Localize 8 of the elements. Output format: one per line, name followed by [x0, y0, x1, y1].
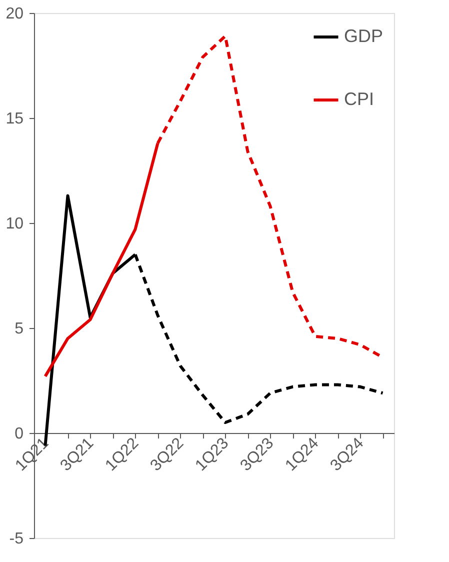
y-tick-label: 5 [14, 320, 24, 338]
y-tick-label: 0 [14, 426, 24, 442]
y-tick-label: 15 [6, 110, 24, 128]
legend-label: GDP [344, 26, 384, 46]
y-tick-label: 10 [6, 216, 24, 232]
y-tick-label: -5 [9, 530, 24, 548]
legend-label: CPI [344, 89, 374, 109]
y-tick-label: 20 [6, 6, 24, 22]
